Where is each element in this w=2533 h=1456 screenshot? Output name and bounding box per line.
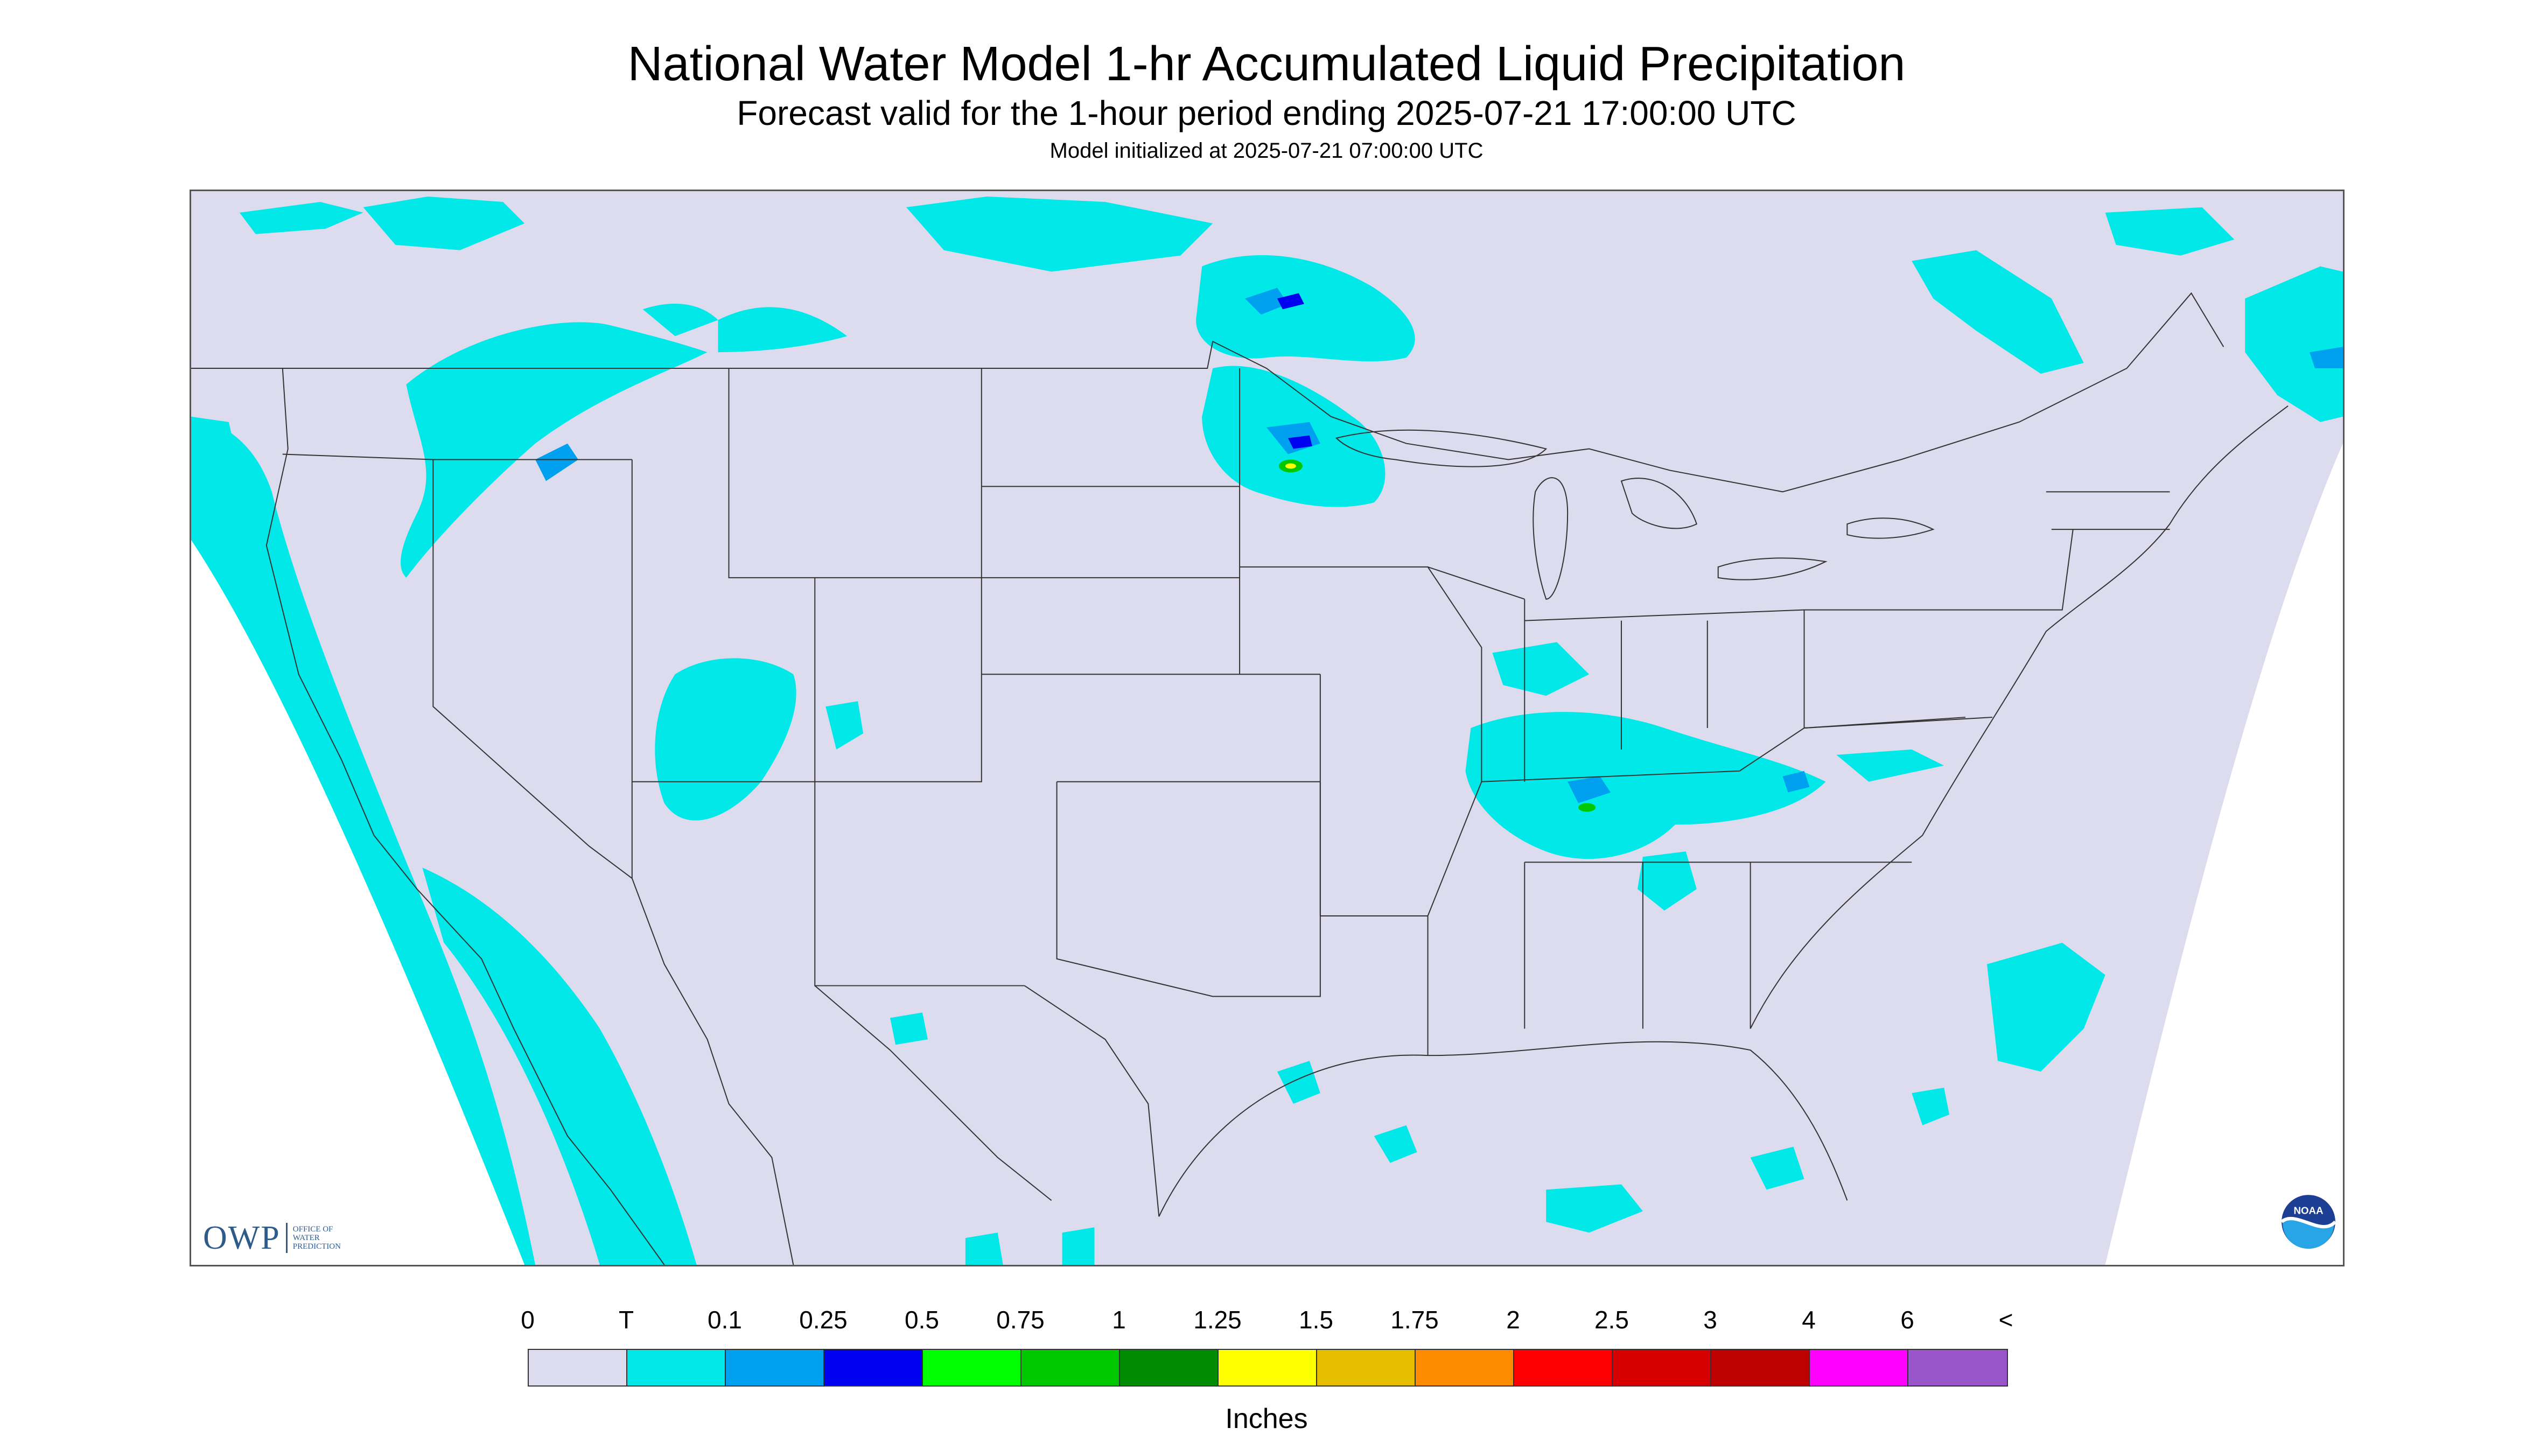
legend-tick-label-7: 1.25 <box>1193 1306 1242 1334</box>
legend-tick-label-2: 0.1 <box>708 1306 742 1334</box>
map-canvas <box>191 191 2343 1265</box>
moderate-precip-areas <box>1277 293 1312 449</box>
legend-tick-label-6: 1 <box>1112 1306 1126 1334</box>
legend-swatch-8 <box>1317 1350 1416 1385</box>
legend-tick-label-5: 0.75 <box>996 1306 1045 1334</box>
legend-tick-label-10: 2 <box>1506 1306 1520 1334</box>
legend-swatch-12 <box>1711 1350 1810 1385</box>
owp-logo: OWP OFFICE OF WATER PREDICTION <box>203 1219 341 1257</box>
legend-swatch-1 <box>627 1350 726 1385</box>
legend-tick-label-4: 0.5 <box>905 1306 939 1334</box>
legend-swatch-0 <box>529 1350 627 1385</box>
legend-swatch-6 <box>1120 1350 1219 1385</box>
owp-logo-caption: OFFICE OF WATER PREDICTION <box>293 1225 341 1251</box>
noaa-logo-text: NOAA <box>2293 1205 2324 1216</box>
trace-precip-areas <box>191 196 2343 1265</box>
legend-swatch-7 <box>1219 1350 1317 1385</box>
legend-tick-label-0: 0 <box>521 1306 535 1334</box>
legend-tick-label-15: < <box>1998 1306 2013 1334</box>
legend-tick-label-11: 2.5 <box>1594 1306 1629 1334</box>
legend-tick-label-13: 4 <box>1802 1306 1816 1334</box>
owp-caption-line-3: PREDICTION <box>292 1242 341 1251</box>
owp-logo-divider <box>285 1223 288 1253</box>
legend-tick-label-9: 1.75 <box>1390 1306 1439 1334</box>
legend-swatch-9 <box>1416 1350 1514 1385</box>
legend-tick-label-8: 1.5 <box>1299 1306 1333 1334</box>
title-block: National Water Model 1-hr Accumulated Li… <box>0 34 2533 166</box>
outside-domain-east <box>2105 443 2343 1265</box>
noaa-logo: NOAA <box>2280 1195 2336 1249</box>
forecast-valid-subtitle: Forecast valid for the 1-hour period end… <box>737 94 1796 132</box>
legend-swatch-2 <box>726 1350 824 1385</box>
model-init-text: Model initialized at 2025-07-21 07:00:00… <box>1049 139 1484 163</box>
legend-swatch-3 <box>824 1350 923 1385</box>
outside-domain-west <box>191 540 525 1265</box>
map-title: National Water Model 1-hr Accumulated Li… <box>627 37 1906 91</box>
heavier-precip-areas <box>1285 463 1296 469</box>
legend-swatch-13 <box>1810 1350 1908 1385</box>
legend-tick-label-14: 6 <box>1900 1306 1914 1334</box>
owp-caption-line-1: OFFICE OF <box>292 1225 333 1234</box>
state-boundaries <box>191 292 2289 1265</box>
legend-tick-label-1: T <box>618 1306 634 1334</box>
legend-units: Inches <box>1225 1403 1308 1434</box>
legend-swatch-10 <box>1514 1350 1613 1385</box>
owp-caption-line-2: WATER <box>292 1234 320 1242</box>
legend-swatch-11 <box>1613 1350 1711 1385</box>
legend-tick-label-3: 0.25 <box>799 1306 848 1334</box>
legend-swatch-4 <box>923 1350 1021 1385</box>
legend-color-bar <box>528 1349 2008 1387</box>
owp-logo-text: OWP <box>203 1219 281 1256</box>
legend-tick-label-12: 3 <box>1703 1306 1717 1334</box>
precipitation-map: OWP OFFICE OF WATER PREDICTION NOAA <box>190 190 2345 1266</box>
legend-swatch-14 <box>1908 1350 2007 1385</box>
legend-swatch-5 <box>1021 1350 1120 1385</box>
